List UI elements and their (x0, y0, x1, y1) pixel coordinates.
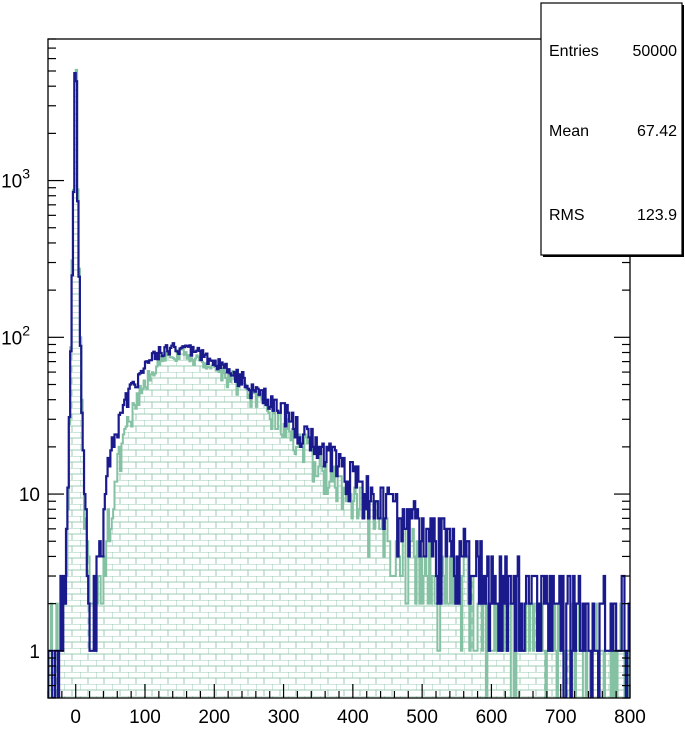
stats-rms-value: 123.9 (637, 207, 677, 224)
stats-mean-name: Mean (549, 123, 589, 140)
stats-rms-name: RMS (549, 207, 585, 224)
x-tick-label: 800 (614, 707, 646, 728)
y-tick-label: 1 (29, 642, 40, 663)
series-line-blue (48, 71, 630, 698)
x-tick-label: 600 (476, 707, 508, 728)
x-axis: 0 100 200 300 400 500 600 700 800 (47, 684, 646, 728)
series-fill-hatched (48, 69, 630, 698)
x-tick-label: 100 (129, 707, 161, 728)
y-tick-label: 103 (1, 166, 30, 193)
x-tick-label: 400 (337, 707, 369, 728)
stats-entries-value: 50000 (633, 43, 678, 60)
x-tick-label: 200 (198, 707, 230, 728)
stats-entries-name: Entries (549, 43, 599, 60)
series-layer (48, 68, 630, 698)
y-tick-label: 102 (1, 322, 30, 349)
stats-box: Entries 50000 Mean 67.42 RMS 123.9 (540, 2, 684, 257)
x-tick-label: 500 (406, 707, 438, 728)
x-tick-label: 700 (545, 707, 577, 728)
stats-box-frame (540, 2, 683, 256)
series-outline-green (48, 68, 630, 698)
stats-mean-value: 67.42 (637, 123, 677, 140)
x-tick-label: 0 (70, 707, 81, 728)
x-tick-label: 300 (268, 707, 300, 728)
y-tick-label: 10 (19, 485, 40, 506)
